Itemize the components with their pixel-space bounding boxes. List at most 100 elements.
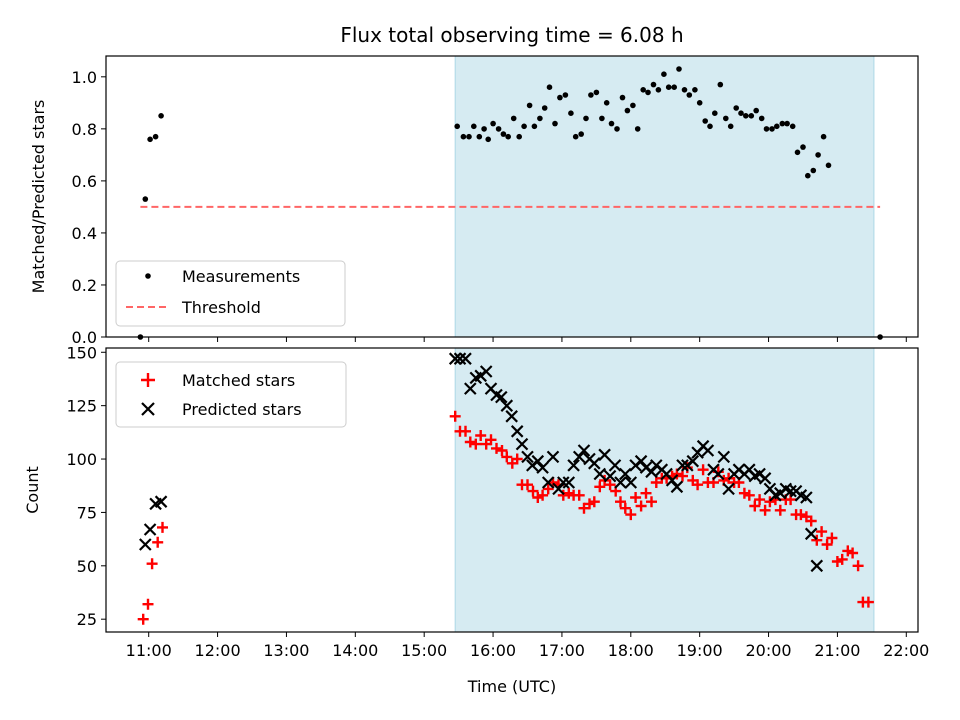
measurement-point xyxy=(779,120,786,127)
measurement-point xyxy=(702,118,708,124)
measurement-point xyxy=(614,126,620,132)
measurement-point xyxy=(537,115,543,122)
y-tick-label: 100 xyxy=(66,450,97,469)
matched-stars-point xyxy=(826,532,838,544)
predicted-stars-point xyxy=(619,467,632,481)
matched-stars-point xyxy=(795,509,807,521)
predicted-stars-point xyxy=(810,559,824,573)
measurement-point xyxy=(727,123,734,130)
ratio-legend-box xyxy=(115,260,346,327)
measurement-point xyxy=(650,81,657,88)
predicted-stars-point xyxy=(139,538,152,551)
legend-matched-marker xyxy=(141,373,155,387)
matched-stars-point xyxy=(615,496,626,508)
measurement-point xyxy=(521,123,527,130)
matched-stars-point xyxy=(449,410,461,422)
y-tick-label: 0.0 xyxy=(72,328,97,347)
y-tick-label: 0.2 xyxy=(72,276,97,295)
predicted-stars-point xyxy=(515,437,529,451)
measurement-point xyxy=(743,113,749,119)
matched-stars-point xyxy=(594,481,606,493)
measurement-point xyxy=(784,120,790,127)
measurement-point xyxy=(769,126,775,132)
matched-stars-point xyxy=(542,483,554,495)
matched-stars-point xyxy=(759,504,771,516)
legend-predicted-marker xyxy=(141,402,155,416)
matched-stars-point xyxy=(697,464,709,476)
x-tick-label: 16:00 xyxy=(470,641,516,660)
measurement-point xyxy=(454,123,461,130)
predicted-stars-point xyxy=(557,476,570,489)
predicted-stars-point xyxy=(510,425,524,438)
y-tick-label: 0.4 xyxy=(72,224,97,243)
predicted-stars-point xyxy=(624,476,638,489)
predicted-stars-point xyxy=(598,448,611,462)
predicted-stars-point xyxy=(670,480,684,494)
predicted-stars-point xyxy=(536,461,549,474)
predicted-stars-point xyxy=(665,474,679,487)
matched-stars-point xyxy=(573,489,585,501)
measurement-point xyxy=(717,81,724,88)
x-tick-label: 13:00 xyxy=(263,641,309,660)
measurement-point xyxy=(805,172,811,179)
ratio-y-axis-label: Matched/Predicted stars xyxy=(29,100,48,294)
matched-stars-point xyxy=(619,502,631,514)
matched-stars-point xyxy=(749,500,761,512)
matched-stars-point xyxy=(811,534,823,546)
matched-stars-point xyxy=(142,598,154,610)
matched-stars-point xyxy=(152,536,164,548)
predicted-stars-point xyxy=(531,454,545,468)
matched-stars-point xyxy=(774,504,786,516)
count-legend: Matched stars Predicted stars xyxy=(115,361,347,428)
x-tick-label: 21:00 xyxy=(814,641,860,660)
matched-stars-point xyxy=(640,487,652,499)
measurement-point xyxy=(562,92,569,98)
matched-stars-point xyxy=(146,558,158,570)
measurement-point xyxy=(794,149,801,156)
matched-stars-point xyxy=(137,613,149,625)
matched-stars-point xyxy=(501,451,513,463)
measurement-point xyxy=(712,110,718,116)
x-tick-label: 12:00 xyxy=(195,641,241,660)
measurement-point xyxy=(707,123,713,130)
measurement-point xyxy=(460,133,467,140)
measurement-point xyxy=(158,113,164,119)
matched-stars-point xyxy=(588,496,600,508)
matched-stars-point xyxy=(496,445,508,456)
matched-stars-point xyxy=(635,500,647,512)
measurement-point xyxy=(820,133,827,140)
x-tick-label: 20:00 xyxy=(745,641,791,660)
x-tick-label: 19:00 xyxy=(677,641,723,660)
predicted-stars-point xyxy=(567,459,580,472)
measurement-point xyxy=(552,120,558,127)
matched-stars-point xyxy=(485,434,497,446)
matched-stars-point xyxy=(604,479,616,491)
count-panel: 11:00 12:00 13:00 14:00 15:00 16:00 17:00 18:00… xyxy=(23,343,929,696)
matched-stars-point xyxy=(625,509,637,521)
measurement-point xyxy=(593,89,600,96)
measurement-point xyxy=(599,115,605,122)
measurement-point xyxy=(588,92,594,98)
measurement-point xyxy=(753,107,759,114)
predicted-stars-point xyxy=(645,465,658,479)
measurement-point xyxy=(655,87,662,93)
measurement-point xyxy=(481,126,487,132)
predicted-stars-point xyxy=(495,390,508,404)
measurement-point xyxy=(516,133,522,140)
predicted-stars-point xyxy=(521,450,534,464)
predicted-stars-point xyxy=(712,467,725,481)
measurement-point xyxy=(789,123,796,130)
measurement-point xyxy=(815,152,821,158)
predicted-stars-point xyxy=(562,476,576,489)
measurement-point xyxy=(800,144,806,150)
measurement-point xyxy=(476,133,483,140)
matched-stars-point xyxy=(470,438,482,450)
matched-stars-point xyxy=(816,526,828,538)
measurement-point xyxy=(583,115,589,122)
predicted-stars-point xyxy=(552,482,565,496)
measurement-point xyxy=(572,133,579,140)
measurement-point xyxy=(541,105,548,111)
legend-measurements-label: Measurements xyxy=(182,267,300,286)
matched-stars-point xyxy=(847,547,859,559)
predicted-stars-point xyxy=(593,467,607,481)
